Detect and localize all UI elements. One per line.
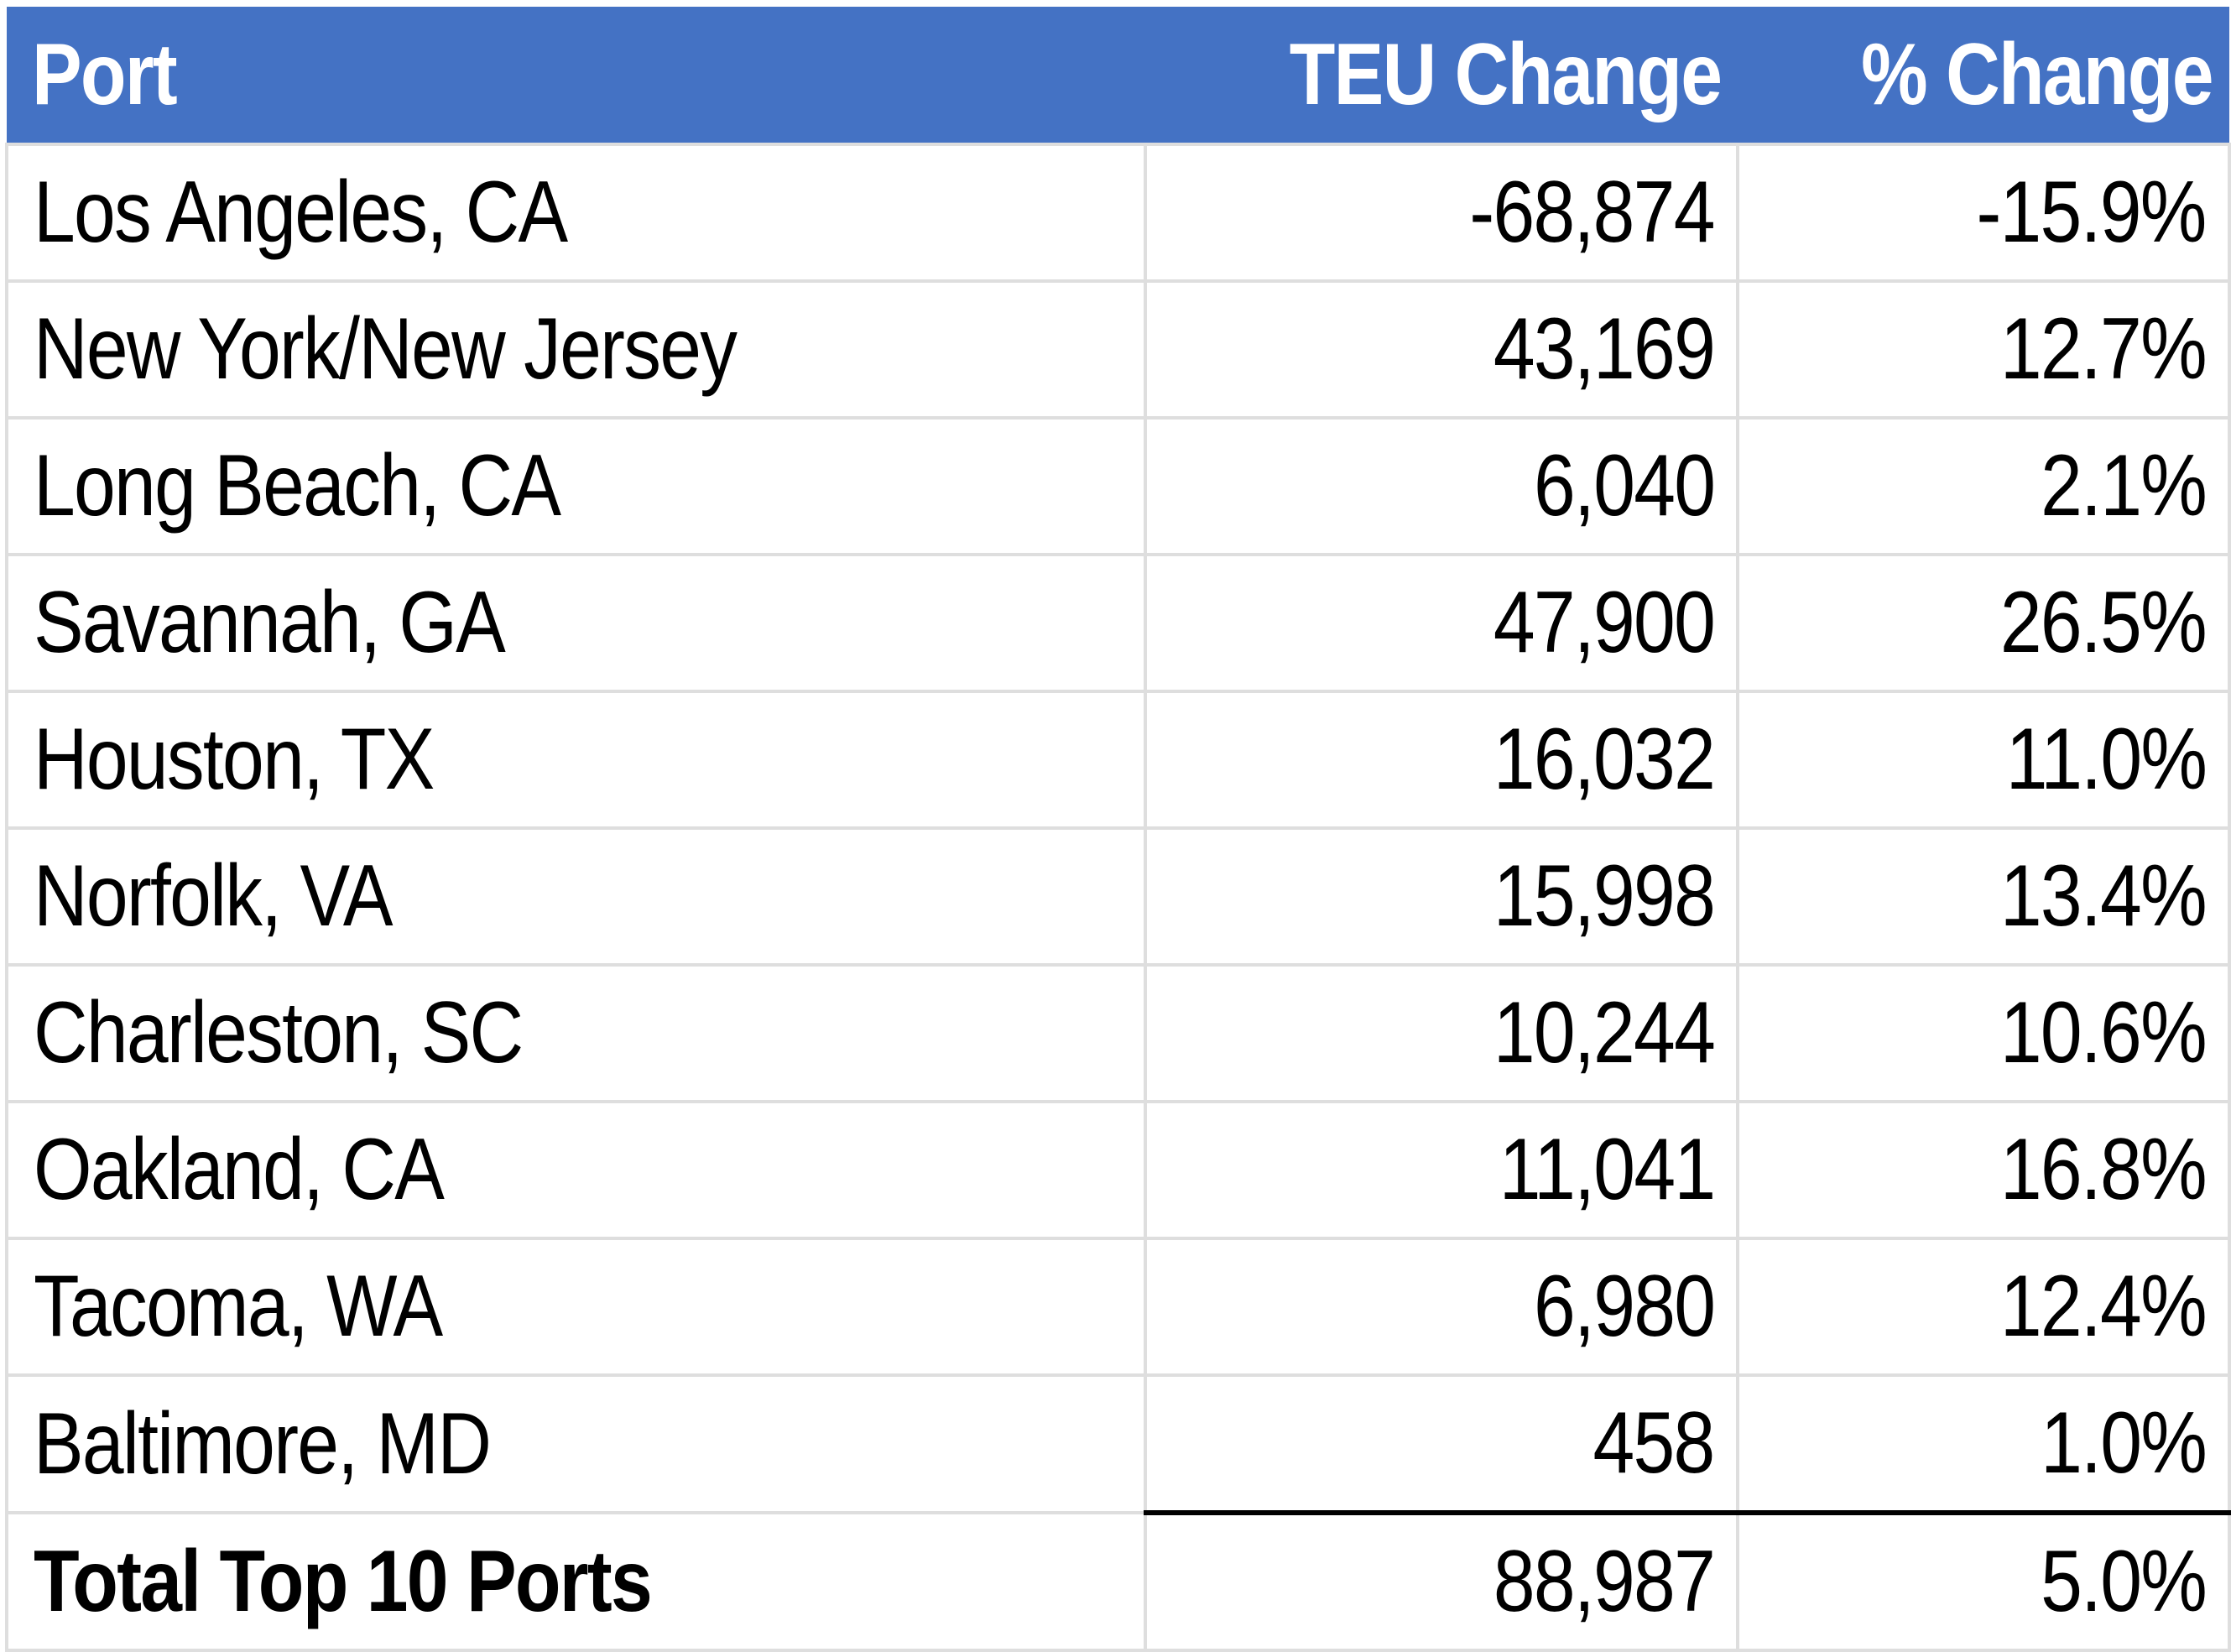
table-row: Long Beach, CA 6,040 2.1% <box>5 416 2231 556</box>
teu-change-cell: -68,874 <box>1144 143 1739 283</box>
teu-change-cell: 47,900 <box>1144 553 1739 693</box>
port-cell: Savannah, GA <box>5 553 1147 693</box>
pct-change-cell: 11.0% <box>1736 690 2231 830</box>
pct-change-cell: 12.4% <box>1736 1237 2231 1377</box>
pct-change-cell: 16.8% <box>1736 1100 2231 1240</box>
total-row: Total Top 10 Ports 88,987 5.0% <box>5 1510 2231 1652</box>
total-label: Total Top 10 Ports <box>5 1511 1147 1652</box>
pct-change-cell: 10.6% <box>1736 963 2231 1103</box>
table-row: Oakland, CA 11,041 16.8% <box>5 1100 2231 1240</box>
port-teu-change-table: Port TEU Change % Change Los Angeles, CA… <box>5 7 2231 1652</box>
pct-change-cell: 13.4% <box>1736 826 2231 967</box>
table-row: Charleston, SC 10,244 10.6% <box>5 963 2231 1103</box>
pct-change-cell: -15.9% <box>1736 143 2231 283</box>
table-row: Los Angeles, CA -68,874 -15.9% <box>5 143 2231 283</box>
teu-change-cell: 11,041 <box>1144 1100 1739 1240</box>
teu-change-cell: 458 <box>1144 1373 1739 1514</box>
port-cell: Los Angeles, CA <box>5 143 1147 283</box>
header-row: Port TEU Change % Change <box>7 7 2229 144</box>
port-cell: New York/New Jersey <box>5 279 1147 420</box>
column-header-port: Port <box>7 7 1145 144</box>
pct-change-cell: 12.7% <box>1736 279 2231 420</box>
table-row: New York/New Jersey 43,169 12.7% <box>5 279 2231 420</box>
teu-change-cell: 10,244 <box>1144 963 1739 1103</box>
port-cell: Norfolk, VA <box>5 826 1147 967</box>
column-header-pct-change: % Change <box>1738 7 2229 144</box>
table-row: Norfolk, VA 15,998 13.4% <box>5 826 2231 967</box>
table-row: Tacoma, WA 6,980 12.4% <box>5 1237 2231 1377</box>
teu-change-cell: 6,980 <box>1144 1237 1739 1377</box>
teu-change-cell: 16,032 <box>1144 690 1739 830</box>
teu-change-cell: 43,169 <box>1144 279 1739 420</box>
column-header-teu-change: TEU Change <box>1145 7 1738 144</box>
table-row: Houston, TX 16,032 11.0% <box>5 690 2231 830</box>
port-cell: Oakland, CA <box>5 1100 1147 1240</box>
port-cell: Baltimore, MD <box>5 1373 1147 1514</box>
pct-change-cell: 2.1% <box>1736 416 2231 556</box>
pct-change-cell: 26.5% <box>1736 553 2231 693</box>
table-row: Baltimore, MD 458 1.0% <box>5 1373 2231 1514</box>
table-row: Savannah, GA 47,900 26.5% <box>5 553 2231 693</box>
port-cell: Tacoma, WA <box>5 1237 1147 1377</box>
total-pct-change: 5.0% <box>1736 1510 2231 1652</box>
port-cell: Charleston, SC <box>5 963 1147 1103</box>
teu-change-cell: 15,998 <box>1144 826 1739 967</box>
pct-change-cell: 1.0% <box>1736 1373 2231 1514</box>
total-teu-change: 88,987 <box>1144 1510 1739 1652</box>
port-cell: Long Beach, CA <box>5 416 1147 556</box>
port-cell: Houston, TX <box>5 690 1147 830</box>
teu-change-cell: 6,040 <box>1144 416 1739 556</box>
